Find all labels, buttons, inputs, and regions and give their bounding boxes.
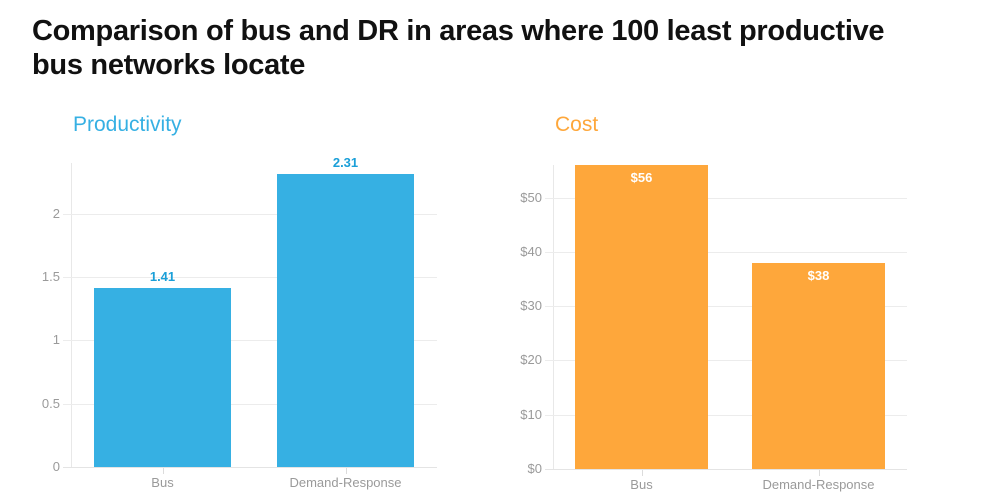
- y-tick-label: $30: [520, 298, 542, 314]
- y-tick-label: $40: [520, 243, 542, 259]
- x-tick: [641, 470, 643, 476]
- bar-bus: [575, 165, 708, 469]
- y-tick-label: 0.5: [41, 395, 60, 411]
- bar-bus: [94, 288, 231, 467]
- cost-plot-area: $0 $10 $20 $30 $40 $50 $56 Bus $38 Demand-Respons…: [520, 165, 907, 492]
- y-tick-label: 1.5: [41, 269, 60, 284]
- x-tick: [818, 470, 820, 476]
- gridline: [545, 197, 907, 199]
- y-tick-label: $20: [520, 352, 542, 368]
- x-axis-baseline: [63, 467, 437, 468]
- x-tick-label: Bus: [630, 477, 653, 492]
- gridline: [545, 306, 907, 308]
- productivity-chart-title: Productivity: [73, 113, 182, 136]
- y-tick-label: $10: [520, 406, 542, 422]
- x-axis-baseline: [545, 469, 907, 470]
- gridline: [63, 213, 437, 215]
- y-axis: [553, 165, 554, 469]
- bar-value-label: 2.31: [332, 155, 359, 171]
- gridline: [63, 403, 437, 405]
- gridline: [63, 277, 437, 278]
- x-tick-label: Bus: [151, 475, 174, 490]
- productivity-plot-area: 0 0.5 1 1.5 2 1.41 Bus 2.31 Demand-Response: [42, 156, 437, 490]
- bar-value-label: 1.41: [149, 269, 176, 285]
- gridline: [545, 360, 907, 362]
- y-tick-label: 0: [52, 459, 60, 474]
- bar-demand-response: [277, 174, 414, 467]
- bar-value-label: $38: [807, 267, 830, 283]
- x-tick: [345, 468, 347, 474]
- x-tick: [162, 468, 164, 474]
- gridline: [545, 251, 907, 253]
- y-tick-label: $50: [520, 189, 542, 205]
- gridline: [63, 340, 437, 342]
- gridline: [545, 414, 907, 416]
- bar-value-label: $56: [630, 170, 653, 185]
- bar-demand-response: [752, 262, 885, 469]
- y-axis: [71, 163, 72, 467]
- x-tick-label: Demand-Response: [289, 475, 402, 490]
- cost-chart-title: Cost: [555, 113, 599, 136]
- page-title: Comparison of bus and DR in areas where …: [32, 15, 885, 81]
- y-tick-label: $0: [527, 461, 542, 476]
- y-tick-label: 1: [52, 332, 60, 348]
- y-tick-label: 2: [52, 205, 60, 221]
- x-tick-label: Demand-Response: [762, 477, 875, 492]
